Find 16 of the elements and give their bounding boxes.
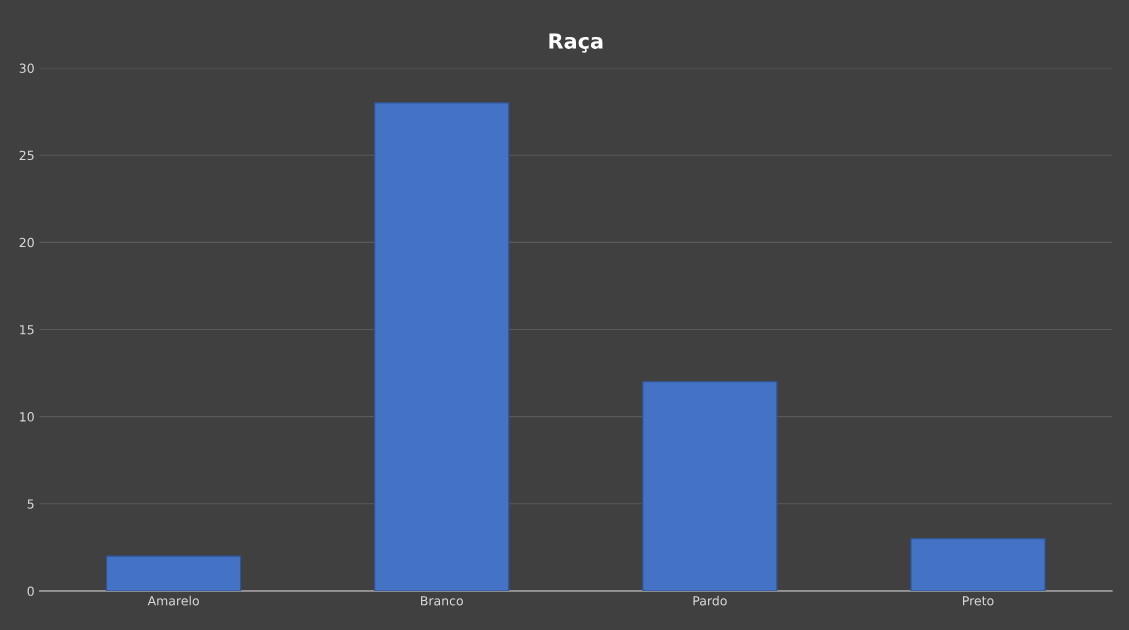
x-tick-label: Preto (963, 596, 994, 606)
bar (642, 381, 778, 591)
y-tick-label: 15 (20, 325, 34, 335)
x-tick-label: Pardo (693, 595, 727, 606)
x-tick-label: Amarelo (147, 595, 199, 606)
y-tick-label: 10 (20, 412, 34, 422)
bar (374, 102, 510, 591)
bar (910, 538, 1046, 591)
bar (105, 555, 242, 591)
x-tick-label: Branco (421, 596, 463, 606)
y-tick-label: 0 (27, 586, 34, 596)
y-tick-label: 5 (27, 499, 34, 509)
y-tick-label: 20 (19, 237, 34, 248)
y-tick-label: 25 (19, 150, 34, 161)
chart-title: Raça (549, 33, 603, 53)
y-tick-label: 30 (19, 63, 34, 73)
